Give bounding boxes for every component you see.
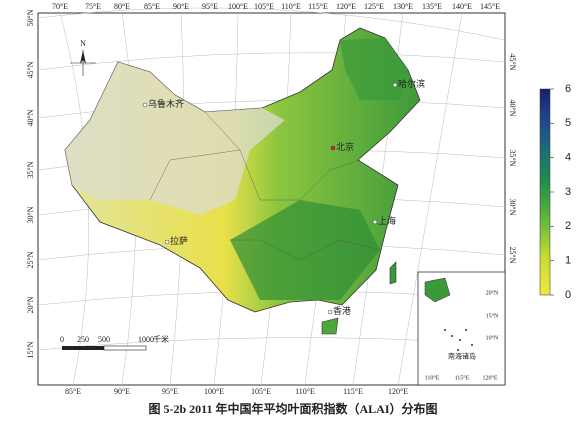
longitude-label: 75°E (85, 2, 101, 11)
longitude-label: 100°E (204, 387, 224, 396)
latitude-label: 45°N (508, 54, 517, 71)
longitude-label: 95°E (202, 2, 218, 11)
north-arrow (70, 50, 96, 76)
city-marker (327, 309, 333, 315)
longitude-label: 85°E (144, 2, 160, 11)
scale-bar (62, 345, 147, 351)
colorbar-tick-label: 1 (565, 255, 571, 267)
taiwan (389, 261, 397, 285)
city-label: 拉萨 (170, 235, 188, 246)
longitude-label: 120°E (388, 387, 408, 396)
colorbar-tick-label: 3 (565, 186, 571, 198)
inset-islands (444, 329, 473, 351)
city-marker (164, 239, 170, 245)
colorbar (539, 88, 551, 296)
longitude-label: 95°E (162, 387, 178, 396)
latitude-label: 25°N (508, 247, 517, 264)
longitude-label: 135°E (422, 2, 442, 11)
latitude-label: 40°N (26, 109, 35, 126)
latitude-label: 30°N (26, 206, 35, 223)
city-marker (372, 219, 378, 225)
south-forest (230, 200, 380, 300)
latitude-label: 35°N (508, 150, 517, 167)
inset-longitude: 115°E (455, 374, 470, 381)
inset-longitude: 110°E (425, 374, 440, 381)
scale-label: 千米 (153, 334, 169, 344)
colorbar-tick-label: 4 (565, 152, 571, 164)
north-label: N (80, 39, 86, 48)
longitude-label: 90°E (173, 2, 189, 11)
city-label: 香港 (333, 305, 351, 316)
scale-label: 250 (77, 335, 89, 344)
colorbar-tick-label: 0 (565, 289, 571, 301)
longitude-label: 130°E (393, 2, 413, 11)
inset-label: 南海诸岛 (448, 352, 476, 361)
latitude-label: 35°N (26, 161, 35, 178)
longitude-label: 110°E (281, 2, 301, 11)
city-label: 北京 (336, 141, 354, 152)
inset-latitude: 15°N (486, 312, 499, 319)
longitude-label: 145°E (480, 2, 500, 11)
longitude-label: 120°E (336, 2, 356, 11)
longitude-label: 125°E (364, 2, 384, 11)
longitude-label: 105°E (251, 387, 271, 396)
colorbar-tick-label: 2 (565, 220, 571, 232)
city-marker (392, 82, 398, 88)
latitude-label: 30°N (508, 199, 517, 216)
scale-label: 1000 (138, 335, 154, 344)
latitude-label: 20°N (26, 296, 35, 313)
latitude-label: 40°N (508, 100, 517, 117)
colorbar-tick-label: 6 (565, 83, 571, 95)
city-marker (330, 145, 336, 151)
city-label: 乌鲁木齐 (148, 98, 184, 109)
scale-label: 0 (60, 335, 64, 344)
city-label: 上海 (378, 215, 396, 226)
longitude-label: 110°E (295, 387, 315, 396)
inset-latitude: 10°N (486, 334, 499, 341)
longitude-label: 115°E (308, 2, 328, 11)
longitude-label: 115°E (343, 387, 363, 396)
longitude-label: 80°E (114, 2, 130, 11)
longitude-label: 105°E (254, 2, 274, 11)
longitude-label: 85°E (65, 387, 81, 396)
longitude-label: 100°E (228, 2, 248, 11)
scale-label: 500 (98, 335, 110, 344)
latitude-label: 15°N (26, 341, 35, 358)
inset-land (424, 277, 451, 303)
hainan (321, 317, 339, 335)
city-label: 哈尔滨 (398, 78, 425, 89)
caption: 图 5-2b 2011 年中国年平均叶面积指数（ALAI）分布图 (148, 401, 437, 416)
city-marker (142, 102, 148, 108)
inset-longitude: 120°E (482, 374, 497, 381)
latitude-label: 50°N (26, 9, 35, 26)
longitude-label: 70°E (52, 2, 68, 11)
arid-region (65, 62, 285, 215)
colorbar-tick-label: 5 (565, 117, 571, 129)
northeast-forest (340, 38, 408, 100)
province-borders (149, 111, 381, 261)
inset-latitude: 20°N (486, 289, 499, 296)
longitude-label: 90°E (114, 387, 130, 396)
latitude-label: 45°N (26, 61, 35, 78)
longitude-label: 140°E (452, 2, 472, 11)
latitude-label: 25°N (26, 251, 35, 268)
